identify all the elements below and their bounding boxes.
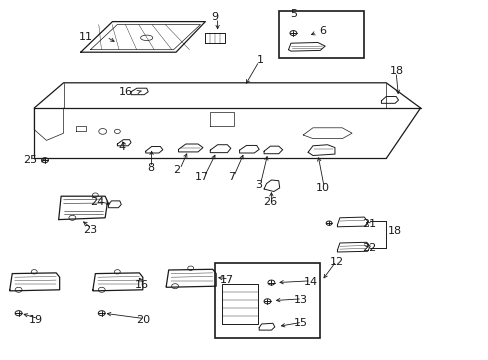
Text: 12: 12 (329, 257, 343, 267)
Text: 22: 22 (361, 243, 376, 253)
Text: 3: 3 (254, 180, 261, 190)
Text: 1: 1 (256, 55, 263, 66)
Text: 19: 19 (29, 315, 42, 325)
Text: 7: 7 (228, 172, 235, 182)
Text: 26: 26 (263, 197, 276, 207)
Text: 24: 24 (89, 197, 104, 207)
Text: 16: 16 (119, 87, 133, 97)
Text: 17: 17 (195, 172, 208, 182)
Text: 17: 17 (220, 275, 234, 285)
Text: 2: 2 (173, 165, 180, 175)
Text: 13: 13 (294, 294, 307, 305)
Text: 23: 23 (83, 225, 97, 235)
Text: 11: 11 (79, 32, 92, 42)
Text: 16: 16 (135, 280, 148, 290)
Text: 6: 6 (319, 26, 325, 36)
Text: 21: 21 (362, 219, 375, 229)
Text: 4: 4 (119, 141, 125, 152)
Text: 8: 8 (147, 163, 154, 173)
Text: 10: 10 (315, 183, 329, 193)
Text: 25: 25 (23, 155, 37, 165)
Text: 5: 5 (289, 9, 296, 19)
Text: 9: 9 (211, 12, 218, 22)
Text: 18: 18 (387, 226, 401, 236)
Text: 18: 18 (389, 66, 403, 76)
Text: 14: 14 (303, 276, 317, 287)
Text: 15: 15 (293, 318, 307, 328)
Text: 20: 20 (136, 315, 149, 325)
